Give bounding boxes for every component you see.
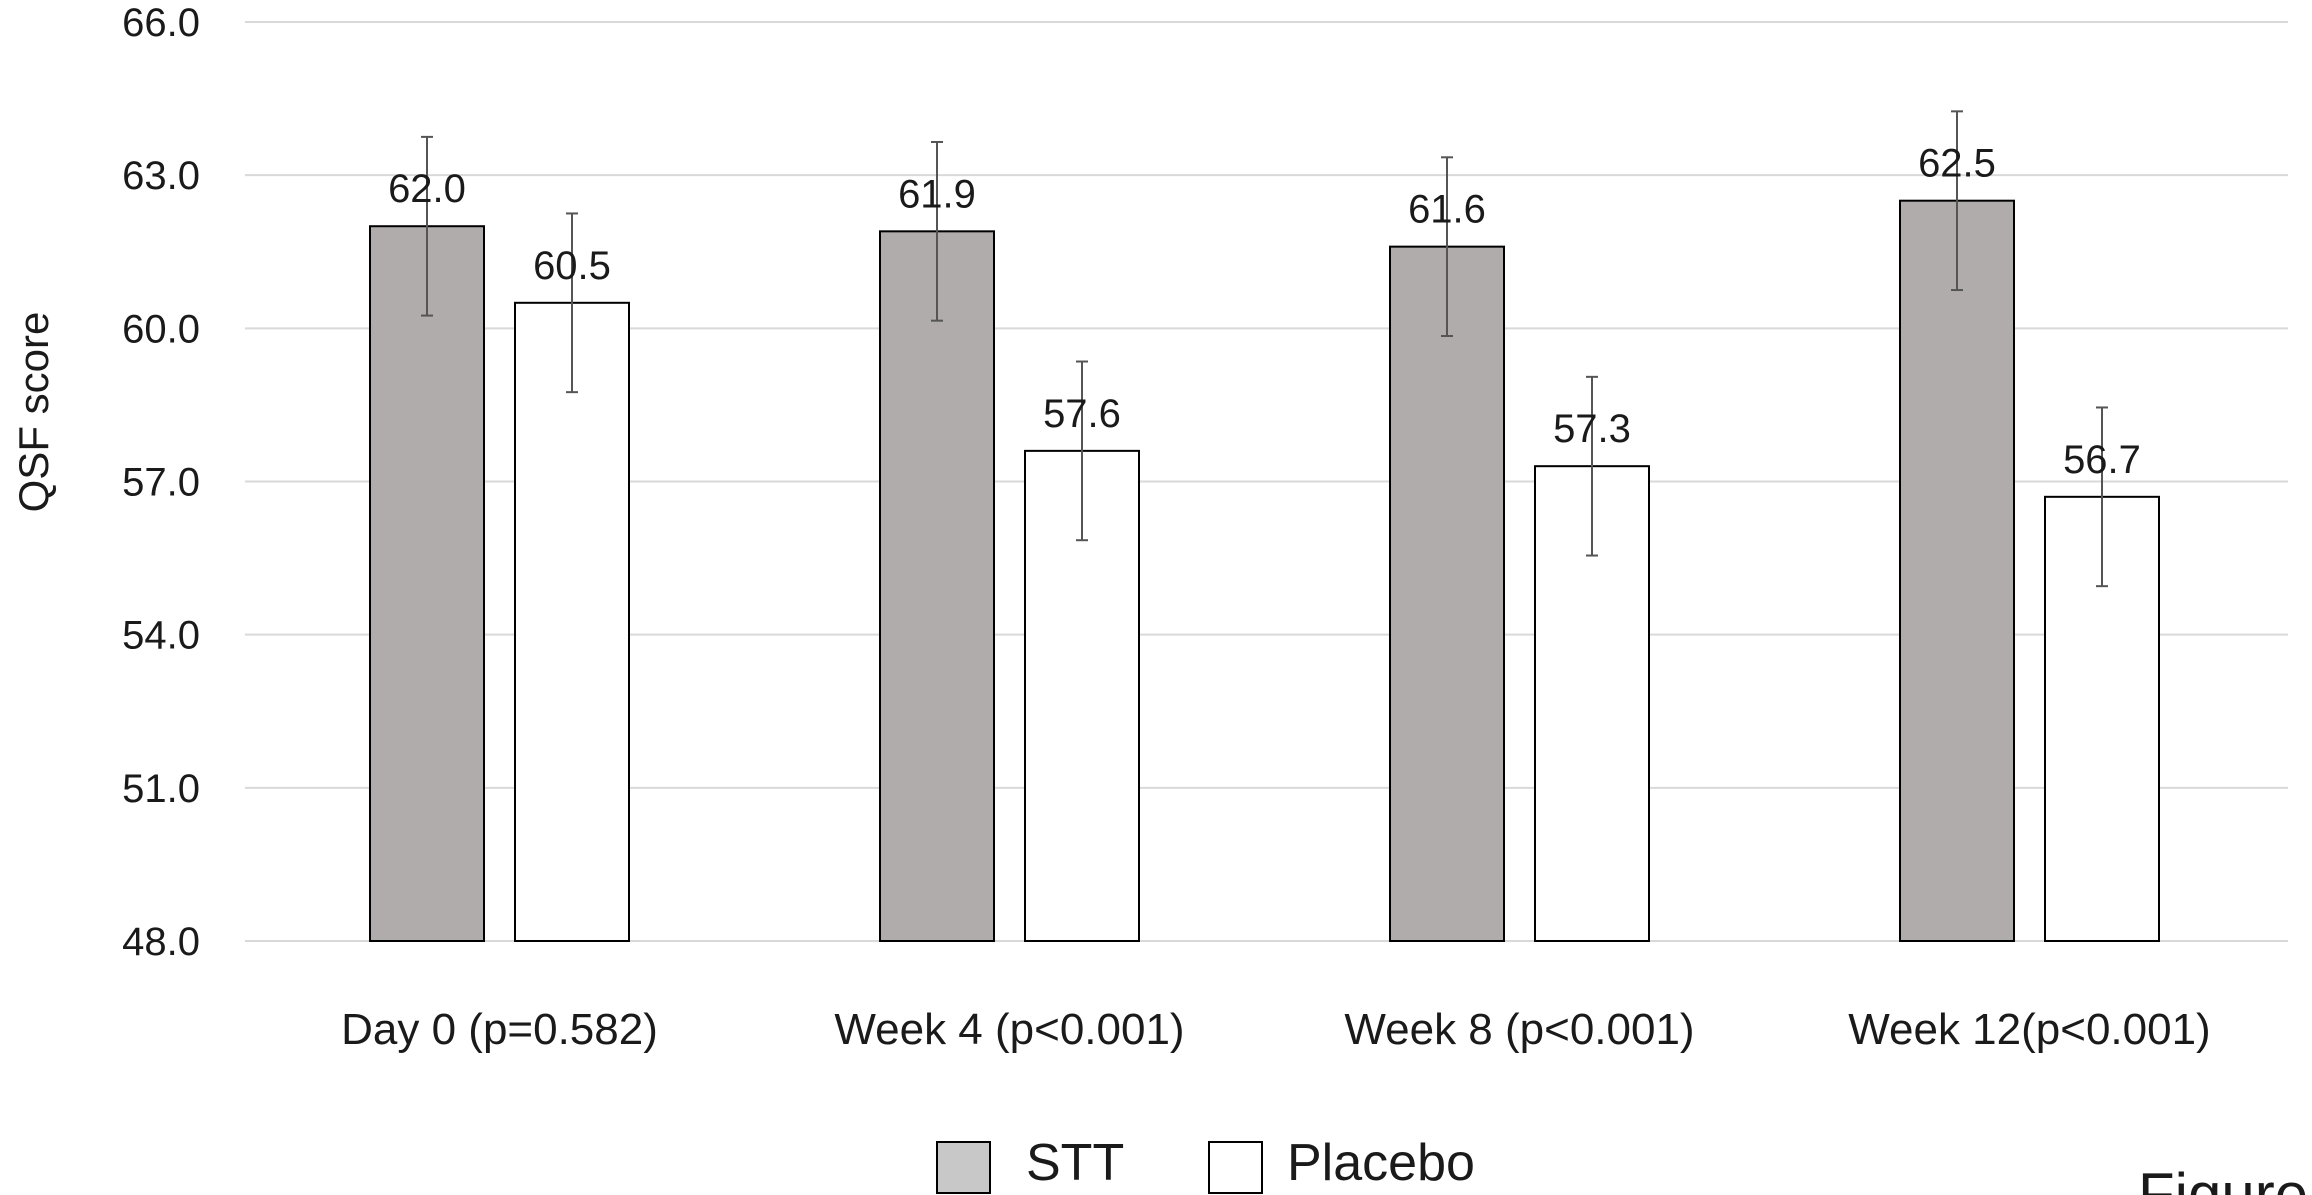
data-label: 62.5 <box>1918 142 1996 186</box>
data-label: 61.6 <box>1408 188 1486 232</box>
data-label: 56.7 <box>2063 438 2141 482</box>
y-tick-label: 51.0 <box>122 767 200 811</box>
error-bar <box>421 135 433 317</box>
x-category-label: Week 12(p<0.001) <box>1848 1005 2210 1054</box>
x-category-label: Week 8 (p<0.001) <box>1344 1005 1694 1054</box>
data-label: 62.0 <box>388 167 466 211</box>
data-labels: 62.0 60.5 61.9 57.6 61.6 57.3 62.5 56.7 <box>388 142 2141 482</box>
x-category-label: Day 0 (p=0.582) <box>341 1005 658 1054</box>
data-label: 60.5 <box>533 244 611 288</box>
error-bars <box>421 110 2108 588</box>
x-axis-categories: Day 0 (p=0.582) Week 4 (p<0.001) Week 8 (p… <box>341 1005 2211 1054</box>
y-tick-label: 54.0 <box>122 614 200 658</box>
error-bar <box>1951 110 1963 292</box>
error-bar <box>931 140 943 322</box>
legend-swatch-stt <box>936 1141 991 1194</box>
y-tick-label: 66.0 <box>122 1 200 45</box>
error-bar <box>1586 375 1598 557</box>
bar-placebo <box>514 301 630 942</box>
data-label: 57.6 <box>1043 392 1121 436</box>
bars <box>369 199 2160 943</box>
y-axis-label: QSF score <box>10 312 57 513</box>
y-tick-label: 60.0 <box>122 307 200 351</box>
data-label: 57.3 <box>1553 407 1631 451</box>
error-bar <box>1076 360 1088 542</box>
figure-caption-cutoff: Figure <box>2138 1161 2308 1195</box>
error-bar <box>2096 406 2108 588</box>
legend-label-stt: STT <box>1026 1134 1124 1192</box>
y-tick-label: 57.0 <box>122 461 200 505</box>
y-tick-label: 63.0 <box>122 154 200 198</box>
bar-stt <box>1389 245 1505 942</box>
x-category-label: Week 4 (p<0.001) <box>834 1005 1184 1054</box>
legend: STT Placebo <box>936 1134 1475 1194</box>
legend-label-placebo: Placebo <box>1287 1134 1475 1192</box>
error-bar <box>1441 156 1453 337</box>
bar-stt <box>879 230 995 943</box>
y-tick-label: 48.0 <box>122 920 200 964</box>
error-bar <box>566 212 578 394</box>
bar-stt <box>369 225 485 942</box>
bar-stt <box>1899 199 2015 942</box>
data-label: 61.9 <box>898 172 976 216</box>
y-axis-ticks: 48.0 51.0 54.0 57.0 60.0 63.0 66.0 <box>122 1 200 964</box>
legend-swatch-placebo <box>1208 1141 1263 1194</box>
